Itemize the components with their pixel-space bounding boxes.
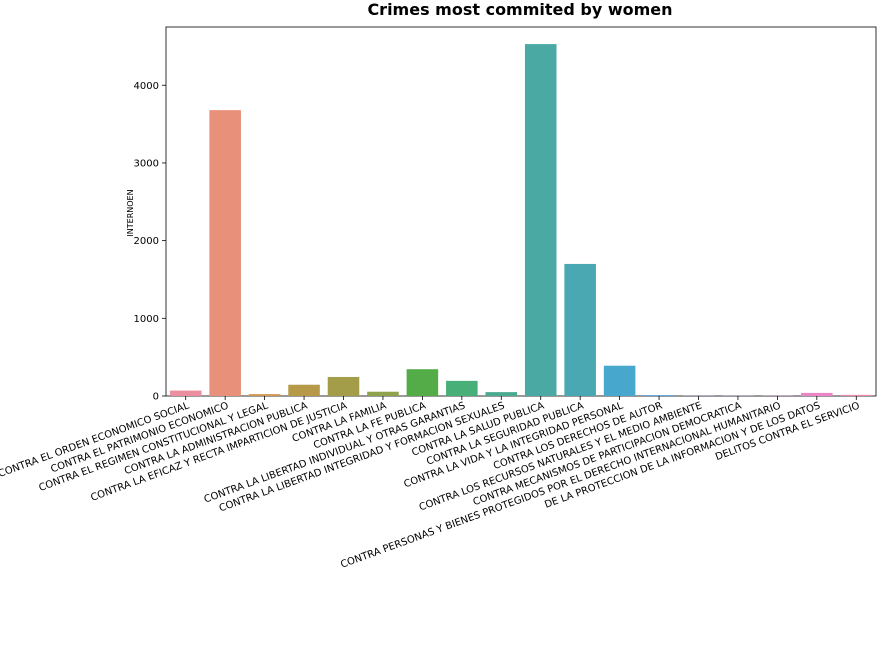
bar [209, 110, 241, 397]
bar [248, 394, 281, 396]
bar [367, 391, 399, 396]
bar [288, 384, 320, 396]
bar [446, 380, 478, 396]
y-tick-label: 1000 [134, 314, 159, 325]
bar [564, 263, 596, 396]
y-axis-label: INTERNOEN [126, 189, 135, 236]
bar [524, 44, 557, 397]
bar [327, 376, 360, 396]
chart-title: Crimes most commited by women [367, 0, 672, 19]
bar [840, 394, 873, 396]
bar [603, 365, 636, 396]
bar [801, 392, 833, 396]
bar [406, 369, 439, 396]
plot-frame [165, 26, 877, 397]
y-tick-label: 0 [153, 392, 159, 403]
y-tick-label: 2000 [134, 236, 159, 247]
y-tick-label: 4000 [134, 81, 159, 92]
bar [169, 390, 202, 396]
y-tick-label: 3000 [134, 158, 159, 169]
bar [485, 392, 518, 396]
bar [643, 395, 675, 396]
